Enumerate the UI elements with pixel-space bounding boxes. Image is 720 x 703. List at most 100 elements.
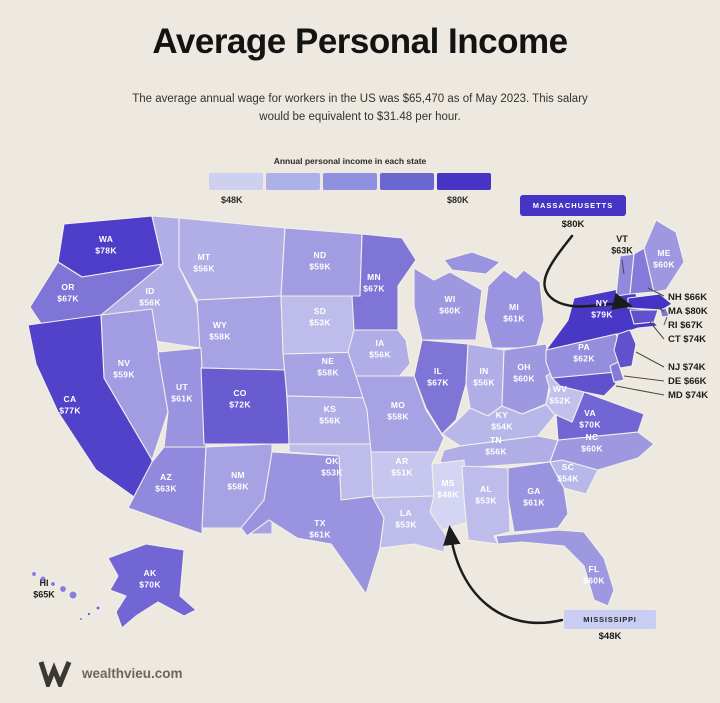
state-label: AZ xyxy=(160,472,172,482)
state-label: NE xyxy=(322,356,334,366)
callout-label-de: DE $66K xyxy=(668,376,707,387)
legend-swatches xyxy=(209,173,491,190)
callout-line-ma xyxy=(655,306,665,312)
state-label: SD xyxy=(314,306,326,316)
state-label: $53K xyxy=(395,520,417,530)
state-label: $48K xyxy=(437,490,459,500)
state-label: $61K xyxy=(503,314,525,324)
state-delaware xyxy=(609,361,625,383)
callout-line-nh xyxy=(647,287,665,297)
state-label: IL xyxy=(434,366,442,376)
callout-label-md: MD $74K xyxy=(668,390,708,401)
state-label: OK xyxy=(325,456,339,466)
state-label: $67K xyxy=(363,284,385,294)
state-label: TX xyxy=(314,518,325,528)
state-label: ME xyxy=(657,248,670,258)
state-label: MS xyxy=(441,478,454,488)
state-label: WA xyxy=(99,234,113,244)
state-label: $58K xyxy=(227,482,249,492)
state-label: $58K xyxy=(317,368,339,378)
state-label: $62K xyxy=(573,354,595,364)
state-label: $61K xyxy=(309,530,331,540)
state-hawaii xyxy=(30,570,78,600)
callout-line-ri xyxy=(663,316,668,326)
massachusetts-arrow xyxy=(543,234,633,310)
us-choropleth-map: NH $66K MA $80K RI $67K CT $74K NJ $74K … xyxy=(27,215,708,629)
legend-swatch xyxy=(437,173,491,190)
mississippi-arrow xyxy=(443,525,564,625)
state-label: KS xyxy=(324,404,336,414)
state-label: $56K xyxy=(473,378,495,388)
state-label: $53K xyxy=(321,468,343,478)
state-label: $51K xyxy=(391,468,413,478)
state-label: $60K xyxy=(513,374,535,384)
state-label: WV xyxy=(553,384,567,394)
state-label: AK xyxy=(144,568,157,578)
callout-label-ri: RI $67K xyxy=(668,320,703,331)
state-label: VT xyxy=(616,234,628,244)
state-label: $60K xyxy=(653,260,675,270)
state-florida xyxy=(495,529,615,607)
callout-label-ma: MA $80K xyxy=(668,306,708,317)
state-label: UT xyxy=(176,382,188,392)
state-label: $63K xyxy=(611,246,633,256)
state-label: $65K xyxy=(33,590,55,600)
state-maine xyxy=(643,219,685,293)
state-label: MI xyxy=(509,302,519,312)
massachusetts-callout-value: $80K xyxy=(561,219,585,230)
state-label: OH xyxy=(517,362,530,372)
legend-swatch xyxy=(266,173,320,190)
state-label: $53K xyxy=(309,318,331,328)
state-label: TN xyxy=(490,435,502,445)
mississippi-callout-value: $48K xyxy=(598,631,622,642)
state-label: IN xyxy=(479,366,488,376)
callout-label-nj: NJ $74K xyxy=(668,362,706,373)
state-label: $67K xyxy=(427,378,449,388)
state-label: MO xyxy=(391,400,405,410)
subtitle: The average annual wage for workers in t… xyxy=(132,93,588,124)
state-wisconsin xyxy=(413,267,483,341)
legend-min-label: $48K xyxy=(221,195,243,205)
state-alaska xyxy=(78,543,197,629)
state-label: $61K xyxy=(523,498,545,508)
state-label: NC xyxy=(586,432,599,442)
state-label: $56K xyxy=(369,350,391,360)
state-label: ND xyxy=(314,250,327,260)
state-label: $60K xyxy=(583,576,605,586)
state-label: $63K xyxy=(155,484,177,494)
state-texas xyxy=(240,451,385,595)
state-label: $79K xyxy=(591,310,613,320)
state-label: $58K xyxy=(209,332,231,342)
state-label: $60K xyxy=(439,306,461,316)
state-label: $59K xyxy=(309,262,331,272)
state-label: FL xyxy=(589,564,600,574)
state-michigan xyxy=(443,251,545,349)
state-label: $70K xyxy=(139,580,161,590)
state-label: $58K xyxy=(387,412,409,422)
color-legend: Annual personal income in each state $48… xyxy=(209,156,491,208)
state-label: $78K xyxy=(95,246,117,256)
state-label: $67K xyxy=(57,294,79,304)
state-label: HI xyxy=(40,578,49,588)
legend-labels: $48K $80K xyxy=(209,195,491,208)
state-label: $59K xyxy=(113,370,135,380)
legend-max-label: $80K xyxy=(447,195,469,205)
state-montana xyxy=(178,217,286,301)
callout-label-ct: CT $74K xyxy=(668,334,706,345)
state-minnesota xyxy=(351,233,417,331)
callout-line-nj xyxy=(635,351,665,368)
state-new-jersey xyxy=(613,329,637,369)
legend-swatch xyxy=(323,173,377,190)
state-label: MT xyxy=(198,252,211,262)
state-label: CA xyxy=(64,394,77,404)
state-north-carolina xyxy=(549,431,655,471)
callout-line-md xyxy=(615,385,665,396)
state-label: $72K xyxy=(229,400,251,410)
state-label: $52K xyxy=(549,396,571,406)
state-label: PA xyxy=(578,342,590,352)
legend-swatch xyxy=(209,173,263,190)
state-connecticut xyxy=(629,309,659,325)
state-label: SC xyxy=(562,462,574,472)
state-arizona xyxy=(127,446,207,535)
state-label: GA xyxy=(527,486,540,496)
